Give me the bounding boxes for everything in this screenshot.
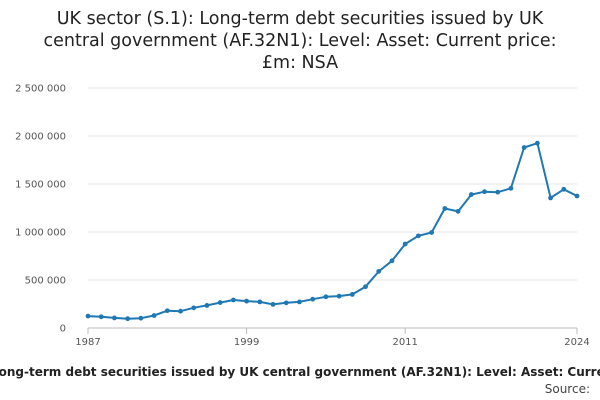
series-group — [85, 140, 580, 322]
x-tick-label: 2011 — [392, 337, 417, 348]
chart-title-line: £m: NSA — [261, 53, 339, 73]
x-tick-label: 1987 — [75, 337, 100, 348]
data-point[interactable] — [455, 208, 461, 214]
data-point[interactable] — [363, 284, 368, 290]
data-point[interactable] — [257, 299, 263, 305]
data-point[interactable] — [204, 303, 210, 308]
data-point[interactable] — [548, 195, 553, 201]
data-point[interactable] — [561, 186, 567, 192]
data-point[interactable] — [244, 298, 249, 304]
y-tick-label: 2 500 000 — [15, 84, 66, 95]
chart-title-line: UK sector (S.1): Long-term debt securiti… — [56, 9, 544, 29]
legend-series-name: Long-term debt securities issued by UK c… — [0, 365, 600, 379]
y-axis-ticks: 0 500 000 1 000 000 1 500 000 2 000 000 2 500… — [15, 84, 66, 335]
data-point[interactable] — [534, 140, 540, 146]
data-point[interactable] — [521, 145, 527, 150]
y-tick-label: 1 000 000 — [15, 228, 66, 239]
data-point[interactable] — [85, 313, 91, 319]
y-tick-label: 1 500 000 — [15, 180, 66, 191]
data-point[interactable] — [349, 292, 355, 297]
data-point[interactable] — [270, 301, 276, 307]
data-point[interactable] — [574, 193, 580, 199]
data-point[interactable] — [151, 313, 157, 318]
chart-title: UK sector (S.1): Long-term debt securiti… — [0, 8, 600, 74]
x-axis: 1987 1999 2011 2024 — [75, 327, 590, 348]
data-point[interactable] — [376, 268, 382, 274]
grid-lines — [88, 87, 577, 281]
data-point[interactable] — [297, 299, 302, 305]
x-tick-label: 1999 — [234, 337, 259, 348]
series-line — [87, 142, 578, 320]
data-point[interactable] — [495, 189, 501, 195]
data-point[interactable] — [468, 192, 474, 197]
y-tick-label: 2 000 000 — [15, 132, 66, 143]
data-point[interactable] — [336, 293, 342, 299]
y-tick-label: 0 — [60, 324, 66, 335]
legend: Long-term debt securities issued by UK c… — [0, 365, 600, 381]
data-point[interactable] — [138, 315, 144, 321]
data-point[interactable] — [482, 189, 487, 195]
data-point[interactable] — [402, 241, 408, 247]
data-point[interactable] — [98, 314, 104, 320]
data-point[interactable] — [178, 308, 183, 314]
data-point[interactable] — [230, 297, 236, 303]
data-point[interactable] — [442, 206, 448, 211]
data-point[interactable] — [429, 230, 435, 235]
data-point[interactable] — [323, 294, 329, 300]
data-point[interactable] — [191, 305, 197, 311]
data-point[interactable] — [125, 316, 131, 322]
data-point[interactable] — [217, 300, 223, 305]
chart-title-line: central government (AF.32N1): Level: Ass… — [43, 31, 557, 51]
x-tick-label: 2024 — [564, 337, 589, 348]
y-tick-label: 500 000 — [25, 276, 66, 287]
source-label: Source: — [544, 382, 590, 396]
data-point[interactable] — [389, 258, 395, 264]
data-point[interactable] — [508, 185, 514, 191]
data-point[interactable] — [416, 233, 421, 239]
data-point[interactable] — [310, 296, 316, 302]
data-point[interactable] — [283, 300, 289, 306]
data-point[interactable] — [164, 308, 170, 314]
data-point[interactable] — [112, 315, 117, 321]
